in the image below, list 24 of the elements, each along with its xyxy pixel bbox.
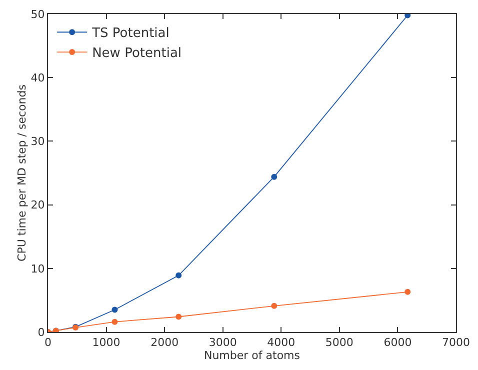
point [404,288,411,295]
x-tick-label: 3000 [208,336,237,350]
y-tick-label: 10 [30,262,45,276]
point [271,302,278,309]
point [176,314,182,320]
y-tick-label: 40 [30,71,45,84]
point [112,318,118,325]
x-tick-label: 2000 [150,336,179,350]
y-tick-label: 30 [30,135,45,148]
x-tick-label: 1000 [92,336,120,350]
y-tick-label: 20 [30,198,45,212]
y-axis-title: CPU time per MD step / seconds [15,84,28,262]
legend-label: TS Potential [91,26,170,42]
point [271,174,278,180]
point [112,306,118,313]
x-tick-label: 6000 [384,336,412,350]
x-tick-label: 7000 [442,336,470,350]
x-tick-label: 5000 [325,336,354,350]
point [176,272,182,278]
legend-label: New Potential [92,46,182,62]
x-axis-title: Number of atoms [204,349,300,362]
y-tick-label: 0 [38,326,45,339]
x-tick-label: 4000 [267,336,296,350]
y-tick-label: 50 [30,8,45,21]
